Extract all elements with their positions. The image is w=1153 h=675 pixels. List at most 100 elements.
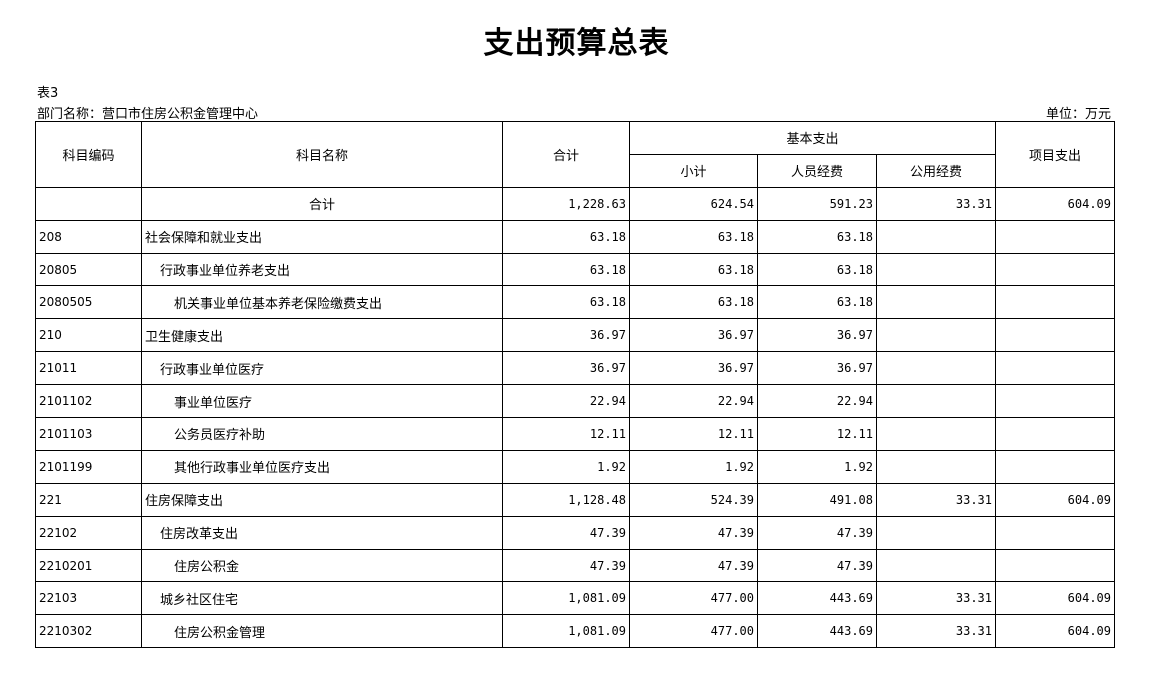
header-personnel: 人员经费 [757, 153, 877, 188]
personnel-cell: 443.69 [757, 581, 877, 616]
public-cell [876, 285, 996, 320]
project-cell [995, 318, 1115, 353]
subtotal-cell: 524.39 [629, 482, 758, 517]
personnel-cell: 22.94 [757, 384, 877, 419]
personnel-cell: 36.97 [757, 351, 877, 386]
total-cell: 1,128.48 [502, 482, 630, 517]
header-basic: 基本支出 [629, 121, 996, 155]
personnel-cell: 591.23 [757, 186, 877, 221]
project-cell [995, 252, 1115, 287]
public-cell [876, 515, 996, 550]
total-cell: 1,228.63 [502, 186, 630, 221]
subtotal-cell: 477.00 [629, 614, 758, 649]
public-cell [876, 449, 996, 484]
public-cell: 33.31 [876, 482, 996, 517]
subtotal-cell: 63.18 [629, 252, 758, 287]
total-cell: 47.39 [502, 548, 630, 583]
subtotal-cell: 47.39 [629, 515, 758, 550]
budget-table: 科目编码 科目名称 合计 基本支出 项目支出 小计 人员经费 公用经费 合计 1,… [35, 121, 1115, 649]
code-cell: 210 [35, 318, 142, 353]
personnel-cell: 47.39 [757, 515, 877, 550]
code-cell: 2101102 [35, 384, 142, 419]
project-cell: 604.09 [995, 581, 1115, 616]
total-cell: 63.18 [502, 219, 630, 254]
table-number: 表3 [37, 86, 59, 101]
personnel-cell: 47.39 [757, 548, 877, 583]
name-cell: 事业单位医疗 [141, 384, 503, 419]
code-cell: 208 [35, 219, 142, 254]
total-cell: 36.97 [502, 318, 630, 353]
total-cell: 22.94 [502, 384, 630, 419]
page-title: 支出预算总表 [483, 26, 670, 61]
name-cell: 社会保障和就业支出 [141, 219, 503, 254]
code-cell: 2210302 [35, 614, 142, 649]
total-cell: 63.18 [502, 285, 630, 320]
public-cell [876, 219, 996, 254]
name-cell: 机关事业单位基本养老保险缴费支出 [141, 285, 503, 320]
project-cell [995, 285, 1115, 320]
subtotal-cell: 63.18 [629, 285, 758, 320]
project-cell [995, 515, 1115, 550]
subtotal-cell: 36.97 [629, 351, 758, 386]
table-row: 20805 行政事业单位养老支出 63.18 63.18 63.18 [35, 252, 1115, 287]
public-cell: 33.31 [876, 614, 996, 649]
project-cell [995, 417, 1115, 451]
subtotal-cell: 1.92 [629, 449, 758, 484]
table-row: 2210201 住房公积金 47.39 47.39 47.39 [35, 548, 1115, 583]
code-cell: 2101103 [35, 417, 142, 451]
department-name: 部门名称：营口市住房公积金管理中心 [37, 107, 259, 122]
personnel-cell: 1.92 [757, 449, 877, 484]
table-row: 208 社会保障和就业支出 63.18 63.18 63.18 [35, 219, 1115, 254]
public-cell [876, 318, 996, 353]
name-cell: 住房公积金管理 [141, 614, 503, 649]
subtotal-cell: 477.00 [629, 581, 758, 616]
total-cell: 36.97 [502, 351, 630, 386]
project-cell [995, 219, 1115, 254]
header-code: 科目编码 [35, 121, 142, 188]
public-cell: 33.31 [876, 186, 996, 221]
name-cell: 城乡社区住宅 [141, 581, 503, 616]
name-cell: 住房保障支出 [141, 482, 503, 517]
project-cell [995, 548, 1115, 583]
code-cell: 2101199 [35, 449, 142, 484]
name-cell: 住房公积金 [141, 548, 503, 583]
name-cell: 行政事业单位养老支出 [141, 252, 503, 287]
name-cell: 住房改革支出 [141, 515, 503, 550]
subtotal-cell: 47.39 [629, 548, 758, 583]
project-cell: 604.09 [995, 482, 1115, 517]
public-cell [876, 417, 996, 451]
personnel-cell: 63.18 [757, 252, 877, 287]
code-cell: 22102 [35, 515, 142, 550]
subtotal-cell: 624.54 [629, 186, 758, 221]
project-cell [995, 384, 1115, 419]
table-row: 22103 城乡社区住宅 1,081.09 477.00 443.69 33.31 604.… [35, 581, 1115, 616]
public-cell [876, 548, 996, 583]
personnel-cell: 36.97 [757, 318, 877, 353]
name-cell: 行政事业单位医疗 [141, 351, 503, 386]
public-cell [876, 252, 996, 287]
code-cell: 221 [35, 482, 142, 517]
header-total: 合计 [502, 121, 630, 188]
personnel-cell: 491.08 [757, 482, 877, 517]
table-row: 2101103 公务员医疗补助 12.11 12.11 12.11 [35, 417, 1115, 451]
personnel-cell: 63.18 [757, 285, 877, 320]
subtotal-cell: 12.11 [629, 417, 758, 451]
total-cell: 1,081.09 [502, 581, 630, 616]
table-row: 21011 行政事业单位医疗 36.97 36.97 36.97 [35, 351, 1115, 386]
table-row: 合计 1,228.63 624.54 591.23 33.31 604.09 [35, 186, 1115, 221]
subtotal-cell: 63.18 [629, 219, 758, 254]
public-cell [876, 351, 996, 386]
header-project: 项目支出 [995, 121, 1115, 188]
table-row: 210 卫生健康支出 36.97 36.97 36.97 [35, 318, 1115, 353]
name-cell: 公务员医疗补助 [141, 417, 503, 451]
code-cell: 2210201 [35, 548, 142, 583]
name-cell: 合计 [141, 186, 503, 221]
personnel-cell: 12.11 [757, 417, 877, 451]
project-cell: 604.09 [995, 186, 1115, 221]
name-cell: 卫生健康支出 [141, 318, 503, 353]
name-cell: 其他行政事业单位医疗支出 [141, 449, 503, 484]
code-cell: 21011 [35, 351, 142, 386]
subtotal-cell: 36.97 [629, 318, 758, 353]
code-cell: 20805 [35, 252, 142, 287]
project-cell [995, 351, 1115, 386]
